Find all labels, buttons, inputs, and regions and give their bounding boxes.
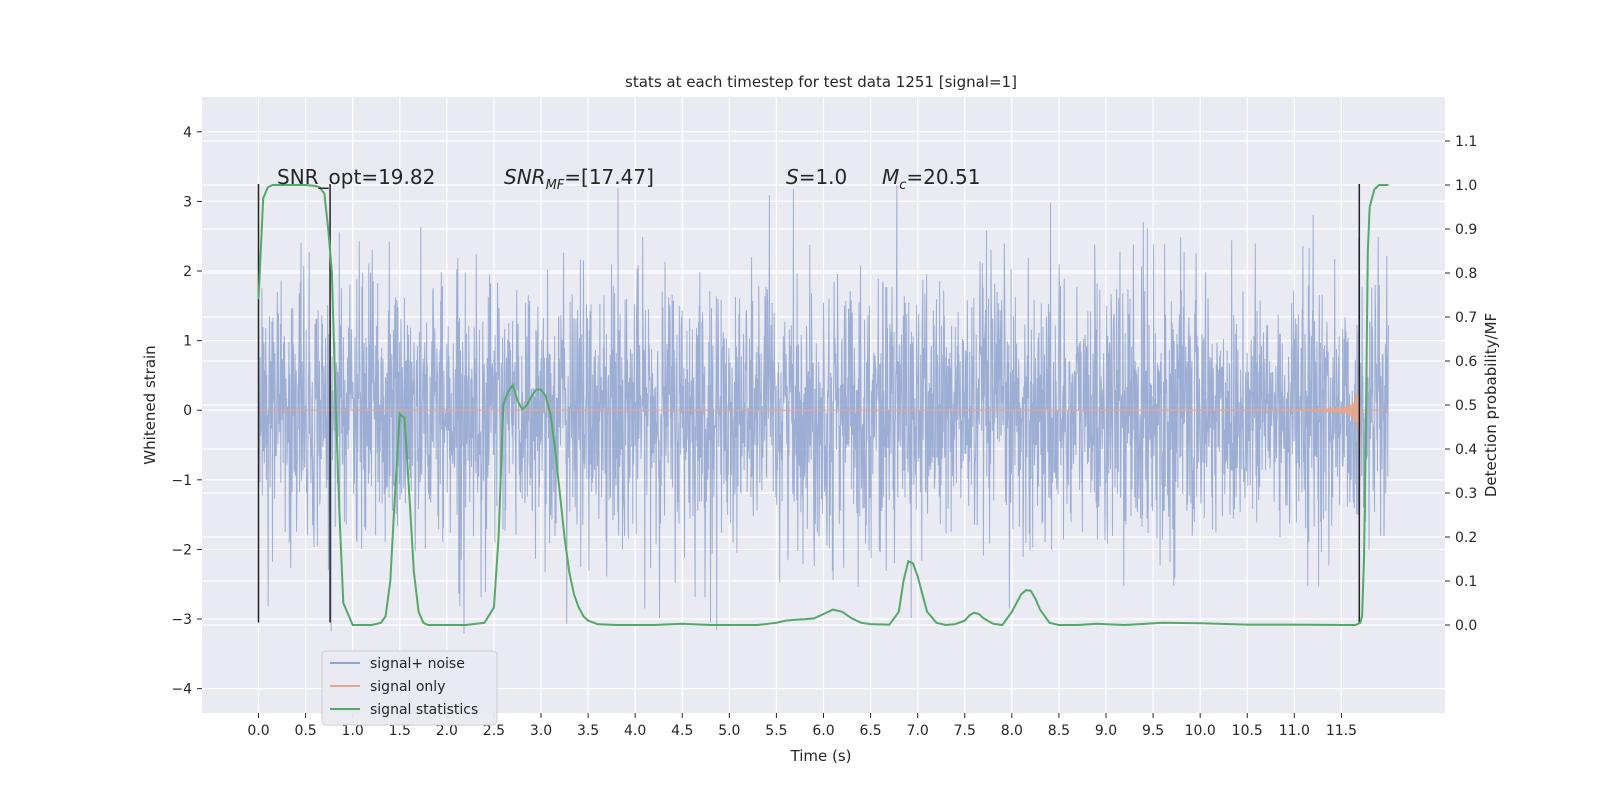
x-tick-label-14: 7.0 — [907, 723, 929, 739]
y-right-tick-label-6: 0.5 — [1455, 398, 1477, 414]
legend-box — [321, 650, 498, 726]
mc-annotation: Mc=20.51 — [882, 165, 980, 193]
snr-mf-label: SNR — [504, 165, 546, 189]
y-tick-label-8: −4 — [171, 682, 192, 698]
signal-trace — [258, 342, 1389, 519]
x-tick-label-6: 3.0 — [530, 723, 552, 739]
x-tick-label-5: 2.5 — [483, 723, 505, 739]
x-tick-label-1: 0.5 — [294, 723, 316, 739]
y-right-tick-label-9: 0.2 — [1455, 530, 1477, 546]
x-tick-label-16: 8.0 — [1001, 723, 1023, 739]
signal-statistics-series — [257, 184, 1389, 627]
x-tick-label-4: 2.0 — [436, 723, 458, 739]
chart-title: stats at each timestep for test data 125… — [625, 73, 1017, 91]
y-axis-ticks: 4 3 2 1 0 −1 −2 −3 −4 — [171, 125, 202, 698]
statistics-line — [257, 184, 1389, 627]
y-right-axis-ticks: 1.1 1.0 0.9 0.8 0.7 0.6 0.5 0.4 0.3 0.2 0.1 0.0 — [1445, 134, 1477, 634]
x-tick-label-17: 8.5 — [1048, 723, 1070, 739]
y-right-axis-label: Detection probability/MF — [1482, 313, 1500, 497]
y-right-tick-label-2: 0.9 — [1455, 222, 1477, 238]
x-tick-label-23: 11.5 — [1326, 723, 1357, 739]
y-right-tick-label-5: 0.6 — [1455, 354, 1477, 370]
legend-label-signal-noise: signal+ noise — [370, 656, 465, 672]
x-tick-label-3: 1.5 — [389, 723, 411, 739]
y-tick-label-7: −3 — [171, 612, 192, 628]
s-value: =1.0 — [799, 165, 848, 189]
y-tick-label-3: 1 — [183, 334, 192, 350]
y-tick-label-2: 2 — [183, 264, 192, 280]
x-tick-label-19: 9.5 — [1142, 723, 1164, 739]
x-tick-label-9: 4.5 — [671, 723, 693, 739]
y-right-tick-label-1: 1.0 — [1455, 178, 1477, 194]
y-right-tick-label-0: 1.1 — [1455, 134, 1477, 150]
mc-value: =20.51 — [906, 165, 980, 189]
y-tick-label-1: 3 — [183, 194, 192, 210]
x-tick-label-21: 10.5 — [1232, 723, 1263, 739]
x-tick-label-8: 4.0 — [624, 723, 646, 739]
y-tick-label-4: 0 — [183, 403, 192, 419]
mc-subscript: c — [899, 178, 906, 193]
y-right-tick-label-3: 0.8 — [1455, 266, 1477, 282]
x-axis-label: Time (s) — [790, 747, 852, 765]
x-tick-label-13: 6.5 — [859, 723, 881, 739]
x-tick-label-18: 9.0 — [1095, 723, 1117, 739]
s-label: S — [786, 165, 799, 189]
snr-mf-annotation: SNRMF=[17.47] — [504, 165, 654, 193]
snr-mf-subscript: MF — [546, 178, 565, 193]
legend: signal+ noise signal only signal statist… — [321, 650, 498, 726]
x-tick-label-7: 3.5 — [577, 723, 599, 739]
x-tick-label-22: 11.0 — [1279, 723, 1310, 739]
noise-trace — [258, 184, 1389, 634]
signal-noise-series — [258, 184, 1389, 634]
x-tick-label-2: 1.0 — [342, 723, 364, 739]
x-tick-label-20: 10.0 — [1185, 723, 1216, 739]
x-tick-label-15: 7.5 — [954, 723, 976, 739]
snr-opt-annotation: SNR_opt=19.82 — [277, 165, 435, 189]
s-annotation: S=1.0 — [786, 165, 847, 189]
y-axis-label: Whitened strain — [141, 345, 159, 464]
signal-only-series — [258, 342, 1389, 519]
x-tick-label-0: 0.0 — [247, 723, 269, 739]
x-tick-label-10: 5.0 — [718, 723, 740, 739]
y-right-tick-label-10: 0.1 — [1455, 574, 1477, 590]
x-tick-label-12: 6.0 — [812, 723, 834, 739]
legend-label-signal-only: signal only — [370, 679, 445, 695]
y-tick-label-5: −1 — [171, 473, 192, 489]
mc-label: M — [882, 165, 899, 189]
annotations: SNR_opt=19.82 SNRMF=[17.47] S=1.0 Mc=20.… — [277, 165, 980, 193]
y-tick-label-0: 4 — [183, 125, 192, 141]
y-right-tick-label-4: 0.7 — [1455, 310, 1477, 326]
y-right-tick-label-11: 0.0 — [1455, 618, 1477, 634]
snr-mf-value: =[17.47] — [564, 165, 654, 189]
legend-label-signal-statistics: signal statistics — [370, 702, 478, 718]
y-right-tick-label-8: 0.3 — [1455, 486, 1477, 502]
y-right-tick-label-7: 0.4 — [1455, 442, 1477, 458]
y-tick-label-6: −2 — [171, 542, 192, 558]
x-axis-ticks: 0.0 0.5 1.0 1.5 2.0 2.5 3.0 3.5 4.0 4.5 5.0 5.5 6.0 6… — [247, 713, 1357, 739]
x-tick-label-11: 5.5 — [765, 723, 787, 739]
